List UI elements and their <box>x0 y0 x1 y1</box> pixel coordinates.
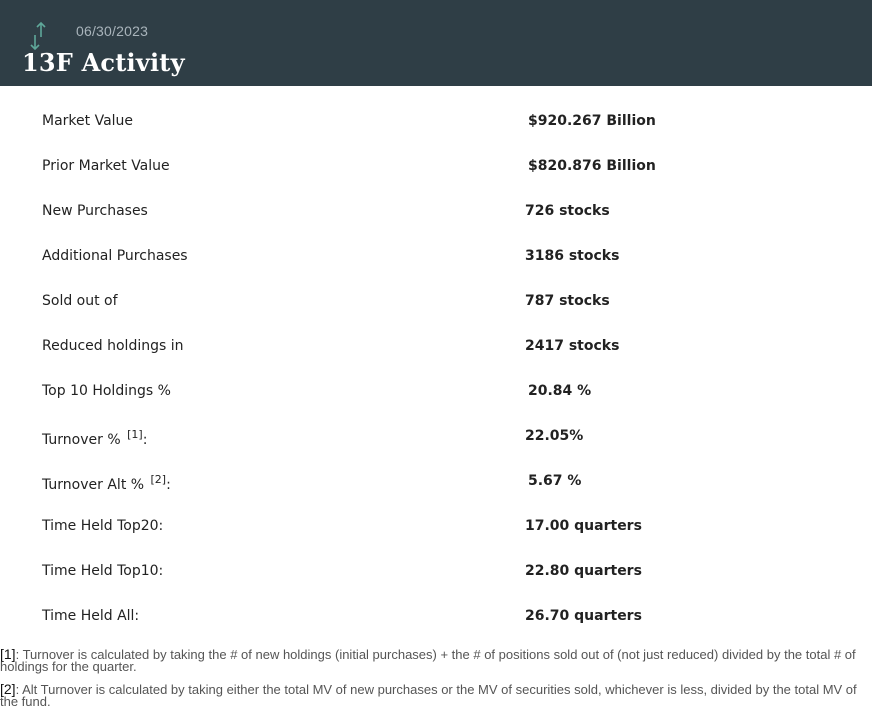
stat-value: 787 stocks <box>525 293 610 309</box>
stat-label: Turnover Alt % [2]: <box>42 473 171 493</box>
stat-row-new-purchases: New Purchases 726 stocks <box>0 200 872 224</box>
stat-label: Prior Market Value <box>42 158 170 174</box>
report-date: 06/30/2023 <box>76 23 149 39</box>
stat-label-text: Turnover Alt % <box>42 477 145 493</box>
stat-label-suffix: : <box>166 477 171 493</box>
stat-label: Top 10 Holdings % <box>42 383 171 399</box>
footnote-text: : Turnover is calculated by taking the #… <box>0 647 856 674</box>
stat-row-time-held-top10: Time Held Top10: 22.80 quarters <box>0 560 872 584</box>
stat-value: 5.67 % <box>528 473 582 489</box>
stat-value: 22.80 quarters <box>525 563 642 579</box>
footnotes: [1]: Turnover is calculated by taking th… <box>0 646 872 718</box>
stat-label: New Purchases <box>42 203 148 219</box>
footnote-ref-2: [2] <box>150 473 167 486</box>
stat-row-top10-holdings: Top 10 Holdings % 20.84 % <box>0 380 872 404</box>
stat-value: 2417 stocks <box>525 338 620 354</box>
footnote-ref-1: [1] <box>127 428 143 441</box>
footnote-mark: [1] <box>0 646 16 662</box>
page-title: 13F Activity <box>22 48 185 77</box>
stat-label: Time Held Top20: <box>42 518 164 534</box>
stat-label: Reduced holdings in <box>42 338 184 354</box>
stat-row-reduced-holdings: Reduced holdings in 2417 stocks <box>0 335 872 359</box>
stat-label: Time Held Top10: <box>42 563 164 579</box>
stat-value: 26.70 quarters <box>525 608 642 624</box>
footnote-1: [1]: Turnover is calculated by taking th… <box>0 646 866 674</box>
stat-row-additional-purchases: Additional Purchases 3186 stocks <box>0 245 872 269</box>
stat-label-suffix: : <box>142 432 148 448</box>
stat-row-turnover: Turnover % [1]: 22.05% <box>0 425 872 449</box>
header-bar: 06/30/2023 13F Activity <box>0 0 872 86</box>
stat-value: 17.00 quarters <box>525 518 642 534</box>
stat-label-text: Turnover % <box>42 432 121 448</box>
stat-row-turnover-alt: Turnover Alt % [2]: 5.67 % <box>0 470 872 494</box>
stat-value: $920.267 Billion <box>528 113 656 129</box>
up-down-arrows-icon <box>30 21 46 51</box>
stat-row-time-held-all: Time Held All: 26.70 quarters <box>0 605 872 629</box>
footnote-text: : Alt Turnover is calculated by taking e… <box>0 682 857 709</box>
stat-value: 20.84 % <box>528 383 592 399</box>
stat-label: Market Value <box>42 113 134 129</box>
stat-value: 22.05% <box>525 428 584 444</box>
stat-label: Time Held All: <box>42 608 140 624</box>
stat-label: Sold out of <box>42 293 118 309</box>
stat-value: $820.876 Billion <box>528 158 656 174</box>
stat-label: Additional Purchases <box>42 248 188 264</box>
stat-row-prior-market-value: Prior Market Value $820.876 Billion <box>0 155 872 179</box>
stat-row-sold-out: Sold out of 787 stocks <box>0 290 872 314</box>
stat-label: Turnover % [1]: <box>42 428 147 448</box>
stat-row-time-held-top20: Time Held Top20: 17.00 quarters <box>0 515 872 539</box>
footnote-mark: [2] <box>0 681 16 697</box>
stat-row-market-value: Market Value $920.267 Billion <box>0 110 872 134</box>
stat-value: 3186 stocks <box>525 248 620 264</box>
footnote-2: [2]: Alt Turnover is calculated by takin… <box>0 681 866 709</box>
stat-value: 726 stocks <box>525 203 610 219</box>
